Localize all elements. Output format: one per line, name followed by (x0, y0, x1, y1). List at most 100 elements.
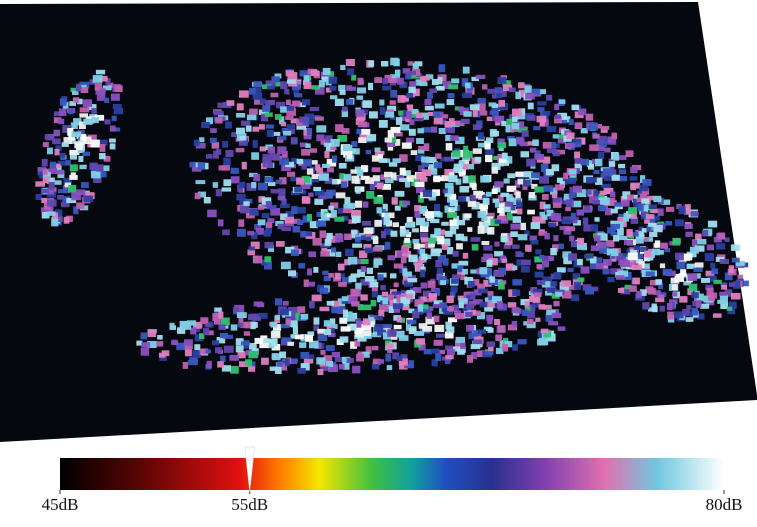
noise-block (78, 156, 83, 162)
noise-block (280, 81, 287, 89)
noise-block (236, 345, 244, 352)
noise-block (356, 96, 363, 100)
noise-block (522, 130, 529, 137)
noise-block (529, 192, 536, 198)
noise-block (379, 120, 388, 128)
noise-block (343, 310, 348, 318)
noise-block (512, 307, 519, 313)
noise-block (485, 155, 493, 162)
noise-block (249, 247, 255, 251)
noise-block (626, 229, 632, 237)
noise-block (51, 219, 58, 227)
noise-block (463, 176, 468, 183)
noise-block (381, 231, 386, 238)
noise-block (495, 220, 501, 224)
noise-block (372, 346, 379, 350)
noise-block (408, 87, 415, 94)
noise-block (236, 194, 245, 201)
noise-block (567, 268, 573, 272)
noise-block (569, 178, 576, 184)
noise-block (396, 117, 402, 125)
noise-block (346, 85, 352, 90)
noise-block (249, 109, 258, 115)
noise-block (241, 121, 251, 126)
noise-block (408, 71, 416, 75)
noise-block (344, 234, 352, 240)
noise-block (347, 152, 352, 159)
noise-block (372, 167, 381, 172)
noise-block (609, 161, 615, 167)
noise-block (268, 182, 276, 186)
noise-block (311, 70, 319, 76)
noise-block (434, 162, 442, 168)
noise-block (485, 149, 494, 155)
noise-block (719, 292, 726, 296)
noise-block (76, 84, 82, 92)
noise-block (461, 236, 467, 241)
noise-block (356, 186, 361, 193)
noise-block (535, 318, 540, 322)
noise-block (296, 126, 306, 130)
noise-block (701, 278, 710, 283)
noise-block (550, 248, 557, 255)
noise-block (390, 100, 396, 105)
noise-block (244, 331, 250, 336)
noise-block (414, 243, 421, 249)
noise-block (60, 98, 67, 106)
noise-block (463, 146, 468, 152)
noise-block (365, 276, 374, 282)
noise-block (297, 207, 306, 213)
noise-block (271, 76, 279, 82)
noise-block (451, 78, 459, 83)
noise-block (259, 124, 265, 129)
noise-block (47, 211, 56, 216)
noise-block (93, 75, 103, 83)
noise-block (275, 367, 282, 374)
noise-block (632, 265, 642, 270)
noise-block (347, 68, 354, 75)
noise-block (427, 313, 433, 319)
noise-block (598, 206, 606, 211)
noise-block (287, 342, 294, 346)
noise-block (589, 178, 597, 183)
noise-block (716, 243, 725, 249)
noise-block (642, 302, 649, 309)
noise-block (655, 279, 661, 285)
noise-block (405, 182, 410, 188)
noise-block (372, 291, 378, 297)
noise-block (392, 197, 398, 204)
noise-block (632, 278, 640, 285)
noise-block (110, 143, 116, 149)
noise-block (266, 222, 272, 228)
noise-block (340, 336, 349, 342)
noise-block (213, 182, 218, 188)
noise-block (429, 294, 437, 300)
noise-block (110, 126, 116, 132)
noise-block (663, 269, 673, 275)
noise-block (688, 273, 698, 281)
noise-block (398, 95, 405, 103)
noise-block (314, 199, 323, 205)
noise-block (565, 207, 571, 211)
noise-block (408, 255, 417, 263)
noise-block (547, 149, 556, 153)
noise-block (512, 344, 518, 351)
noise-block (91, 108, 97, 114)
noise-block (393, 222, 399, 227)
noise-block (494, 319, 500, 325)
noise-block (496, 93, 502, 98)
noise-block (458, 298, 467, 303)
noise-block (626, 150, 634, 157)
noise-block (652, 304, 657, 312)
noise-block (283, 301, 289, 306)
noise-block (358, 137, 366, 143)
noise-block (693, 268, 702, 272)
noise-block (192, 350, 201, 358)
noise-block (203, 328, 209, 335)
noise-block (674, 311, 684, 318)
noise-block (253, 140, 258, 148)
noise-block (459, 261, 469, 266)
noise-block (468, 281, 475, 287)
noise-block (217, 361, 224, 367)
noise-block (263, 105, 270, 111)
